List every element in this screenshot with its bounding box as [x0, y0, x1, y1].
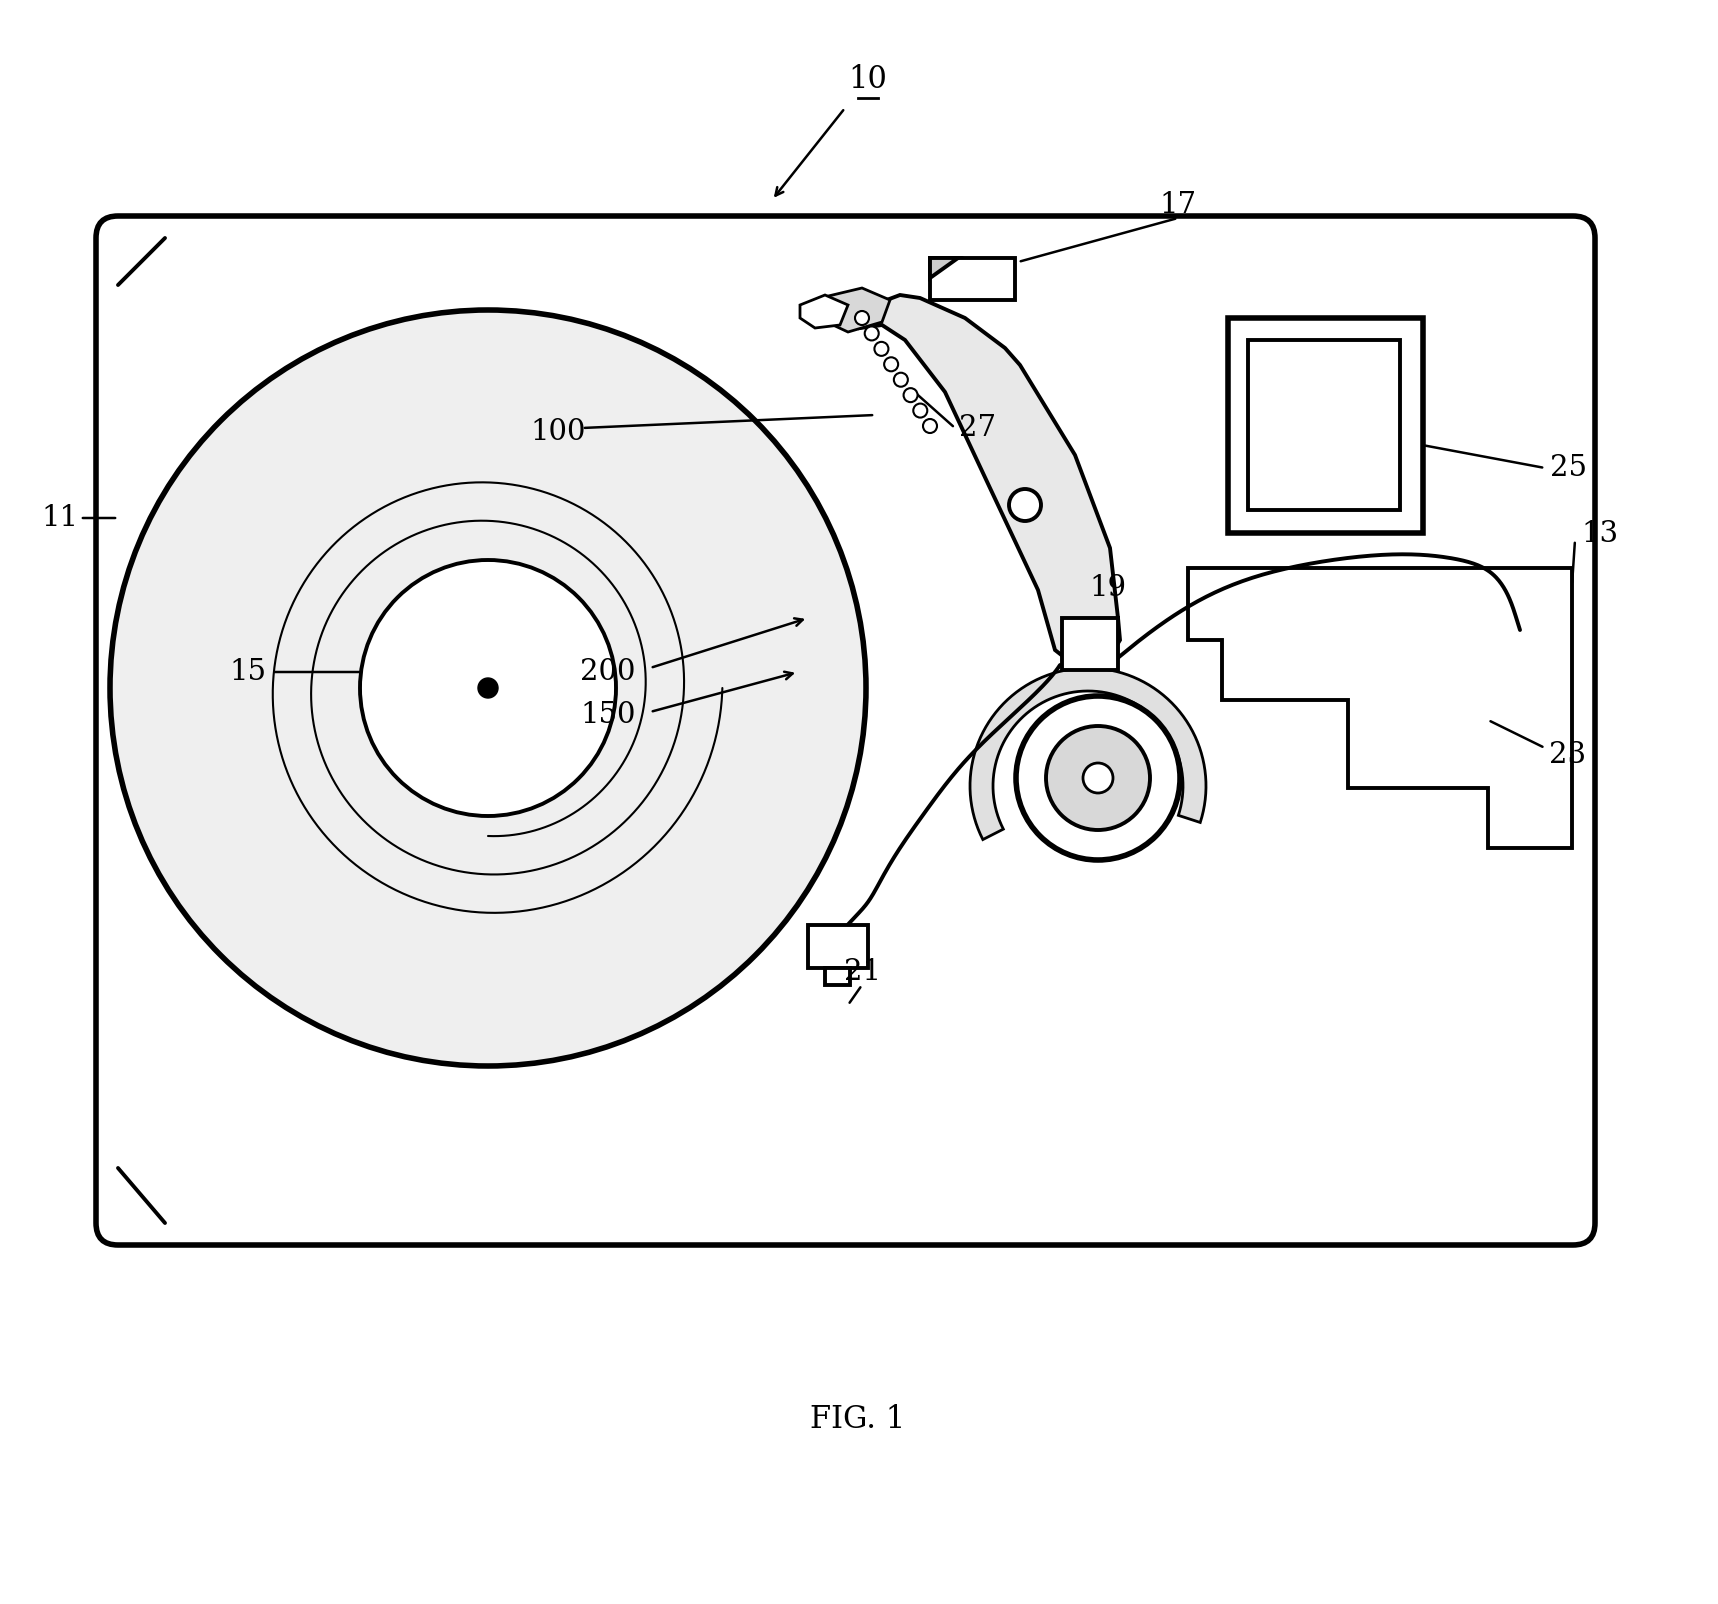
- Circle shape: [904, 388, 917, 403]
- Text: 15: 15: [230, 658, 266, 687]
- Text: 150: 150: [581, 701, 636, 728]
- Polygon shape: [119, 237, 165, 286]
- Text: 27: 27: [959, 414, 996, 443]
- Polygon shape: [929, 258, 1015, 300]
- Circle shape: [856, 311, 869, 326]
- Text: 21: 21: [844, 958, 881, 986]
- Text: 17: 17: [1160, 191, 1196, 220]
- Polygon shape: [119, 1168, 165, 1222]
- Circle shape: [1015, 696, 1180, 860]
- Text: 11: 11: [41, 504, 79, 533]
- Text: 13: 13: [1582, 520, 1618, 549]
- Circle shape: [478, 678, 498, 698]
- Circle shape: [110, 310, 866, 1067]
- Circle shape: [893, 372, 907, 387]
- Text: FIG. 1: FIG. 1: [811, 1405, 905, 1436]
- Text: 100: 100: [531, 419, 586, 446]
- Circle shape: [923, 419, 936, 433]
- Text: 200: 200: [581, 658, 636, 687]
- Circle shape: [1082, 764, 1113, 792]
- Polygon shape: [1189, 568, 1572, 849]
- Polygon shape: [807, 926, 868, 967]
- Text: 25: 25: [1550, 454, 1586, 481]
- Text: 23: 23: [1550, 741, 1586, 768]
- Text: 19: 19: [1089, 574, 1127, 602]
- Polygon shape: [818, 289, 890, 332]
- Polygon shape: [825, 967, 850, 985]
- FancyBboxPatch shape: [96, 217, 1594, 1245]
- Bar: [1247, 340, 1400, 510]
- Circle shape: [1046, 727, 1149, 829]
- Circle shape: [885, 358, 899, 371]
- Circle shape: [1008, 489, 1041, 521]
- Circle shape: [361, 560, 617, 816]
- Polygon shape: [929, 258, 959, 277]
- Polygon shape: [1062, 618, 1118, 670]
- Polygon shape: [971, 667, 1206, 839]
- Circle shape: [874, 342, 888, 356]
- Bar: [1228, 318, 1423, 533]
- Circle shape: [914, 404, 928, 417]
- Polygon shape: [861, 295, 1120, 667]
- Circle shape: [864, 327, 878, 340]
- Text: 10: 10: [849, 64, 888, 96]
- Polygon shape: [801, 295, 849, 327]
